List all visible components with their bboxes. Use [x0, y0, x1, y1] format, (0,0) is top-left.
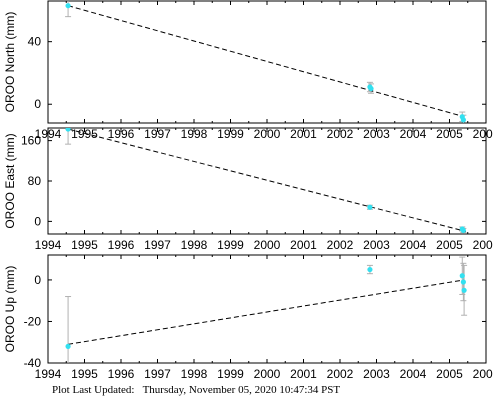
marks	[65, 128, 467, 234]
data-point	[460, 279, 466, 285]
x-tick-label: 1994	[35, 367, 62, 381]
x-tick-label: 1996	[108, 127, 135, 141]
x-tick-label: 2003	[363, 238, 390, 252]
y-tick-label: 0	[34, 97, 41, 111]
plot-frame	[47, 0, 487, 124]
y-tick-label: 40	[28, 35, 42, 49]
data-point	[65, 3, 71, 9]
trend-line	[67, 279, 465, 345]
x-tick-label: 1995	[71, 127, 98, 141]
y-tick-label: 80	[28, 174, 42, 188]
x-tick-label: 2004	[400, 238, 427, 252]
x-tick-label: 1997	[144, 127, 171, 141]
x-tick-label: 1997	[144, 238, 171, 252]
x-tick-label: 2005	[436, 127, 463, 141]
x-tick-label: 1998	[181, 238, 208, 252]
y-axis-label: OROO East (mm)	[3, 133, 17, 228]
x-tick-label: 1999	[217, 367, 244, 381]
x-tick-label: 2000	[254, 367, 281, 381]
data-point	[65, 128, 71, 132]
x-tick-label: 2004	[400, 367, 427, 381]
x-tick-label: 2001	[290, 238, 317, 252]
x-tick-label: 2001	[290, 367, 317, 381]
x-tick-label: 2004	[400, 127, 427, 141]
x-tick-label: 1999	[217, 127, 244, 141]
x-tick-label: 2005	[436, 367, 463, 381]
x-tick-label: 1999	[217, 238, 244, 252]
footer-timestamp: Thursday, November 05, 2020 10:47:34 PST	[142, 384, 341, 396]
y-axis-label: OROO Up (mm)	[3, 266, 17, 353]
marks	[65, 1, 467, 123]
y-axis-label: OROO North (mm)	[3, 12, 17, 113]
data-point	[460, 117, 466, 123]
trend-line	[67, 128, 467, 232]
y-tick-label: 160	[21, 134, 41, 148]
data-point	[65, 343, 71, 349]
x-tick-label: 1997	[144, 367, 171, 381]
data-point	[368, 85, 374, 92]
x-tick-label: 2000	[254, 127, 281, 141]
y-tick-label: -40	[24, 356, 42, 370]
panel-2: 1994 1995 1996 1997 1998 1999 2000 2001 2002 2003…	[3, 127, 493, 252]
marks	[65, 256, 468, 363]
data-point	[367, 204, 373, 210]
x-tick-label: 2001	[290, 127, 317, 141]
x-tick-label: 2006	[473, 238, 493, 252]
plot-updated-footer: Plot Last Updated: Thursday, November 05…	[52, 384, 340, 396]
x-tick-label: 1998	[181, 367, 208, 381]
x-tick-label: 1994	[35, 238, 62, 252]
x-tick-label: 1996	[108, 367, 135, 381]
panel-3: 1994 1995 1996 1997 1998 1999 2000 2001 2002 2003…	[3, 254, 493, 381]
y-tick-label: -20	[24, 314, 42, 328]
plot-frame	[47, 127, 487, 235]
y-tick-label: 0	[34, 273, 41, 287]
x-tick-label: 2006	[473, 127, 493, 141]
x-tick-label: 2006	[473, 367, 493, 381]
panel-1: 1994 1995 1996 1997 1998 1999 2000 2001 2002 2003…	[3, 0, 493, 141]
data-point	[459, 273, 465, 279]
data-point	[367, 266, 373, 273]
x-tick-label: 2002	[327, 367, 354, 381]
x-tick-label: 1998	[181, 127, 208, 141]
x-tick-label: 2002	[327, 127, 354, 141]
x-tick-label: 2003	[363, 127, 390, 141]
data-point	[460, 227, 466, 234]
x-tick-label: 1996	[108, 238, 135, 252]
footer-label: Plot Last Updated:	[52, 384, 135, 396]
plot-frame	[47, 254, 487, 364]
x-tick-label: 1995	[71, 238, 98, 252]
y-tick-label: 0	[34, 214, 41, 228]
x-tick-label: 2000	[254, 238, 281, 252]
data-point	[461, 287, 467, 293]
x-tick-label: 1995	[71, 367, 98, 381]
x-tick-label: 2002	[327, 238, 354, 252]
trend-line	[67, 5, 465, 118]
x-tick-label: 2003	[363, 367, 390, 381]
x-tick-label: 2005	[436, 238, 463, 252]
